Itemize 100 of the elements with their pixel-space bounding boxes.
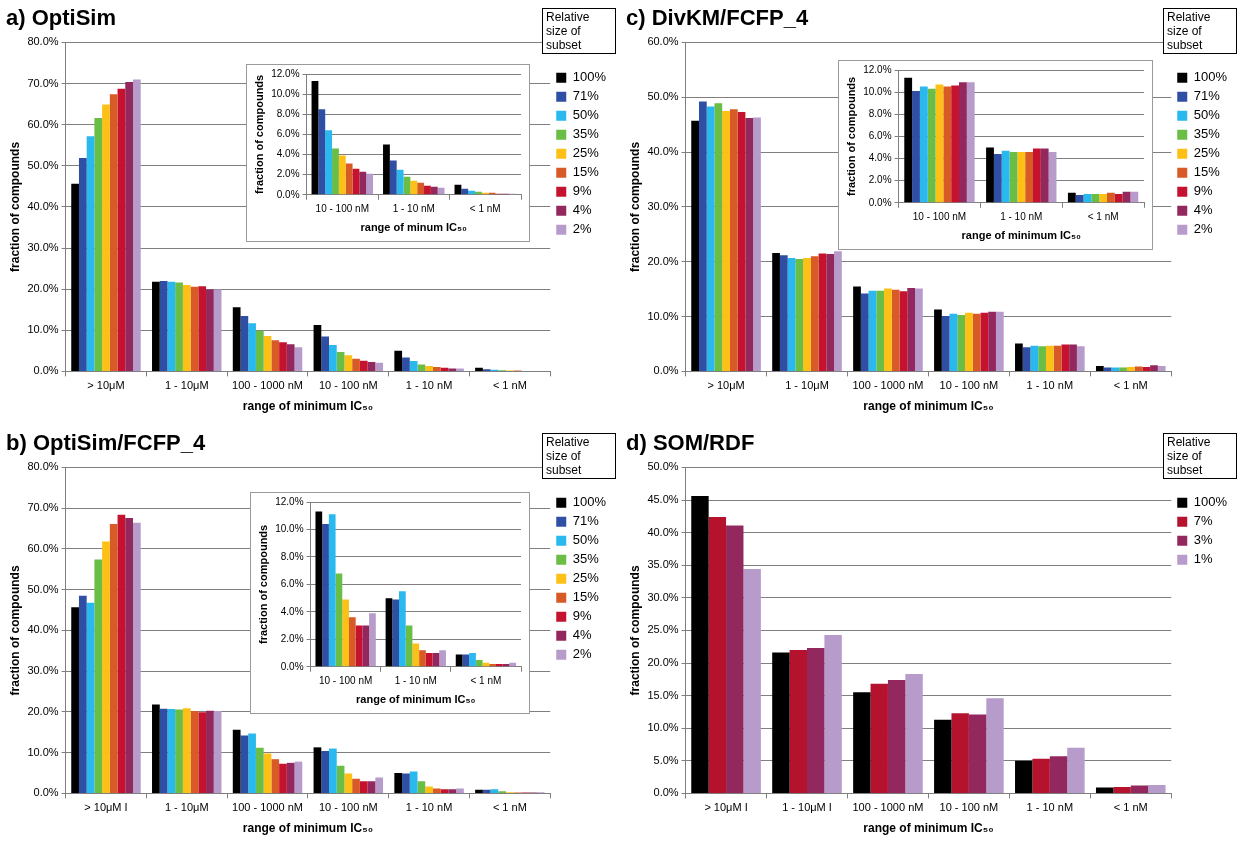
bar [367,361,376,371]
bar [86,136,95,371]
x-tick-label: < 1 nM [470,674,502,686]
bar [1061,344,1070,371]
y-tick-label: 60.0% [27,541,59,554]
bar [109,524,118,793]
bar [965,312,973,371]
y-tick-label: 20.0% [27,704,59,717]
bar [213,289,222,371]
bar [424,185,431,195]
bar [475,659,483,667]
bar [328,514,336,667]
bar [993,154,1002,203]
y-tick-label: 12.0% [863,63,892,75]
bar [1107,192,1115,203]
bar [490,789,499,793]
x-tick-label: < 1 nM [1113,801,1148,814]
bar [876,290,885,371]
x-tick-label: 100 - 1000 nM [232,379,303,392]
legend-label: 3% [1193,532,1213,548]
bar [348,617,356,667]
bar [691,496,709,793]
bar [102,541,110,793]
bar [232,729,241,793]
y-tick-label: 6.0% [868,130,892,142]
y-tick-label: 8.0% [868,108,892,120]
bar [795,258,804,371]
y-axis-title: fraction of compounds [627,141,642,272]
legend-label: 1% [1193,551,1213,567]
bar [934,719,952,793]
legend-label: 71% [572,513,600,529]
legend-label: 71% [572,88,600,104]
y-tick-label: 10.0% [27,323,59,336]
bar [904,77,913,203]
bar [125,517,133,793]
bar [240,315,249,371]
x-tick-label: < 1 nM [1087,210,1119,222]
x-tick-label: 100 - 1000 nM [852,801,924,814]
bar [248,323,256,371]
y-tick-label: 8.0% [276,108,300,120]
bar [824,634,842,793]
bar [834,251,842,371]
bar [1114,193,1123,203]
y-tick-label: 10.0% [647,721,679,734]
bar [417,364,426,371]
y-tick-label: 4.0% [276,148,300,160]
y-tick-label: 2.0% [280,633,304,645]
legend-label: 35% [572,551,600,567]
legend-label: 25% [572,570,600,586]
bar [489,664,496,667]
bar [1075,195,1084,203]
bar [117,88,126,371]
bar [772,652,790,793]
bar [359,360,368,371]
bar [949,313,958,371]
x-tick-label: < 1 nM [492,379,527,392]
bar [1148,784,1166,793]
bar [417,781,426,793]
y-tick-label: 70.0% [27,76,59,89]
y-tick-label: 35.0% [647,558,679,571]
y-tick-label: 5.0% [653,753,679,766]
chart-title: b) OptiSim/FCFP_4 [6,430,206,456]
bar [396,169,404,195]
bar [737,112,746,371]
y-tick-label: 40.0% [647,525,679,538]
legend-label: 25% [1193,145,1221,161]
x-axis-title: range of minimum IC₅₀ [863,399,994,414]
y-tick-label: 4.0% [868,152,892,164]
bar [439,650,446,667]
bar [255,747,264,793]
bar [367,781,376,793]
bar [198,712,207,793]
bar [753,117,761,371]
bar [726,525,744,793]
bar [1119,367,1127,371]
y-tick-label: 6.0% [276,128,300,140]
x-tick-label: 10 - 100 nM [939,379,999,392]
bar [941,316,950,371]
y-tick-label: 4.0% [280,605,304,617]
bar [315,511,323,667]
x-tick-label: 1 - 10 nM [405,379,453,392]
bar [1091,193,1100,203]
bar [919,86,928,203]
legend-label: 35% [572,126,600,142]
bar [366,173,374,195]
bar [1032,758,1050,793]
legend-label: 7% [1193,513,1213,529]
bar [934,309,942,371]
legend-label: 100% [1193,494,1228,510]
bar [286,344,295,371]
bar [475,789,483,793]
bar [175,282,183,371]
bar [86,602,95,793]
bar [375,362,384,371]
bar [986,698,1004,793]
bar [772,252,780,371]
y-tick-label: 10.0% [863,85,892,97]
y-tick-label: 0.0% [653,786,679,799]
bar [440,789,449,793]
y-tick-label: 0.0% [33,364,59,377]
